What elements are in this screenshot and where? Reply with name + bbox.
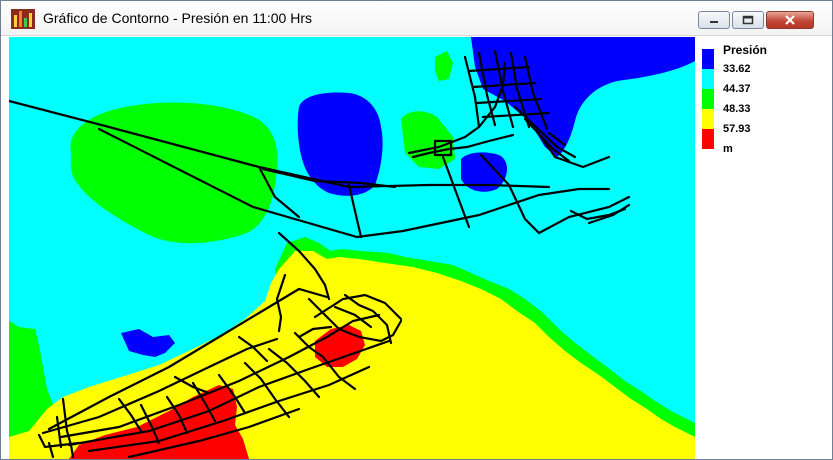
contour-chart-icon: [11, 9, 35, 29]
pressure-zone-blue-east-small: [461, 152, 508, 192]
maximize-button[interactable]: [732, 11, 764, 29]
legend-swatch-red: [702, 129, 714, 149]
legend-swatch-blue: [702, 49, 714, 69]
contour-map-canvas: [9, 37, 695, 459]
legend-label-4: 57.93: [723, 123, 751, 135]
pressure-legend: Presión 33.62 44.37 48.33 57.93 m: [701, 41, 826, 191]
contour-map[interactable]: [9, 37, 695, 459]
pressure-zone-green-west: [70, 102, 278, 244]
maximize-icon: [742, 15, 754, 25]
pressure-zone-blue-central: [297, 92, 383, 196]
legend-swatch-yellow: [702, 109, 714, 129]
window-title: Gráfico de Contorno - Presión en 11:00 H…: [43, 10, 312, 26]
legend-title: Presión: [723, 43, 768, 57]
pressure-zone-green-north: [435, 51, 453, 81]
close-button[interactable]: [766, 11, 814, 29]
minimize-icon: [710, 21, 718, 23]
legend-label-2: 44.37: [723, 83, 751, 95]
legend-label-1: 33.62: [723, 63, 751, 75]
legend-label-3: 48.33: [723, 103, 751, 115]
legend-swatches: [702, 49, 714, 149]
close-icon: [785, 15, 795, 25]
legend-swatch-green: [702, 89, 714, 109]
legend-swatch-cyan: [702, 69, 714, 89]
pipe-network: [9, 49, 631, 459]
title-bar[interactable]: Gráfico de Contorno - Presión en 11:00 H…: [1, 1, 832, 36]
pressure-zone-blue-southwest: [121, 329, 175, 357]
minimize-button[interactable]: [698, 11, 730, 29]
legend-label-unit: m: [723, 143, 733, 155]
